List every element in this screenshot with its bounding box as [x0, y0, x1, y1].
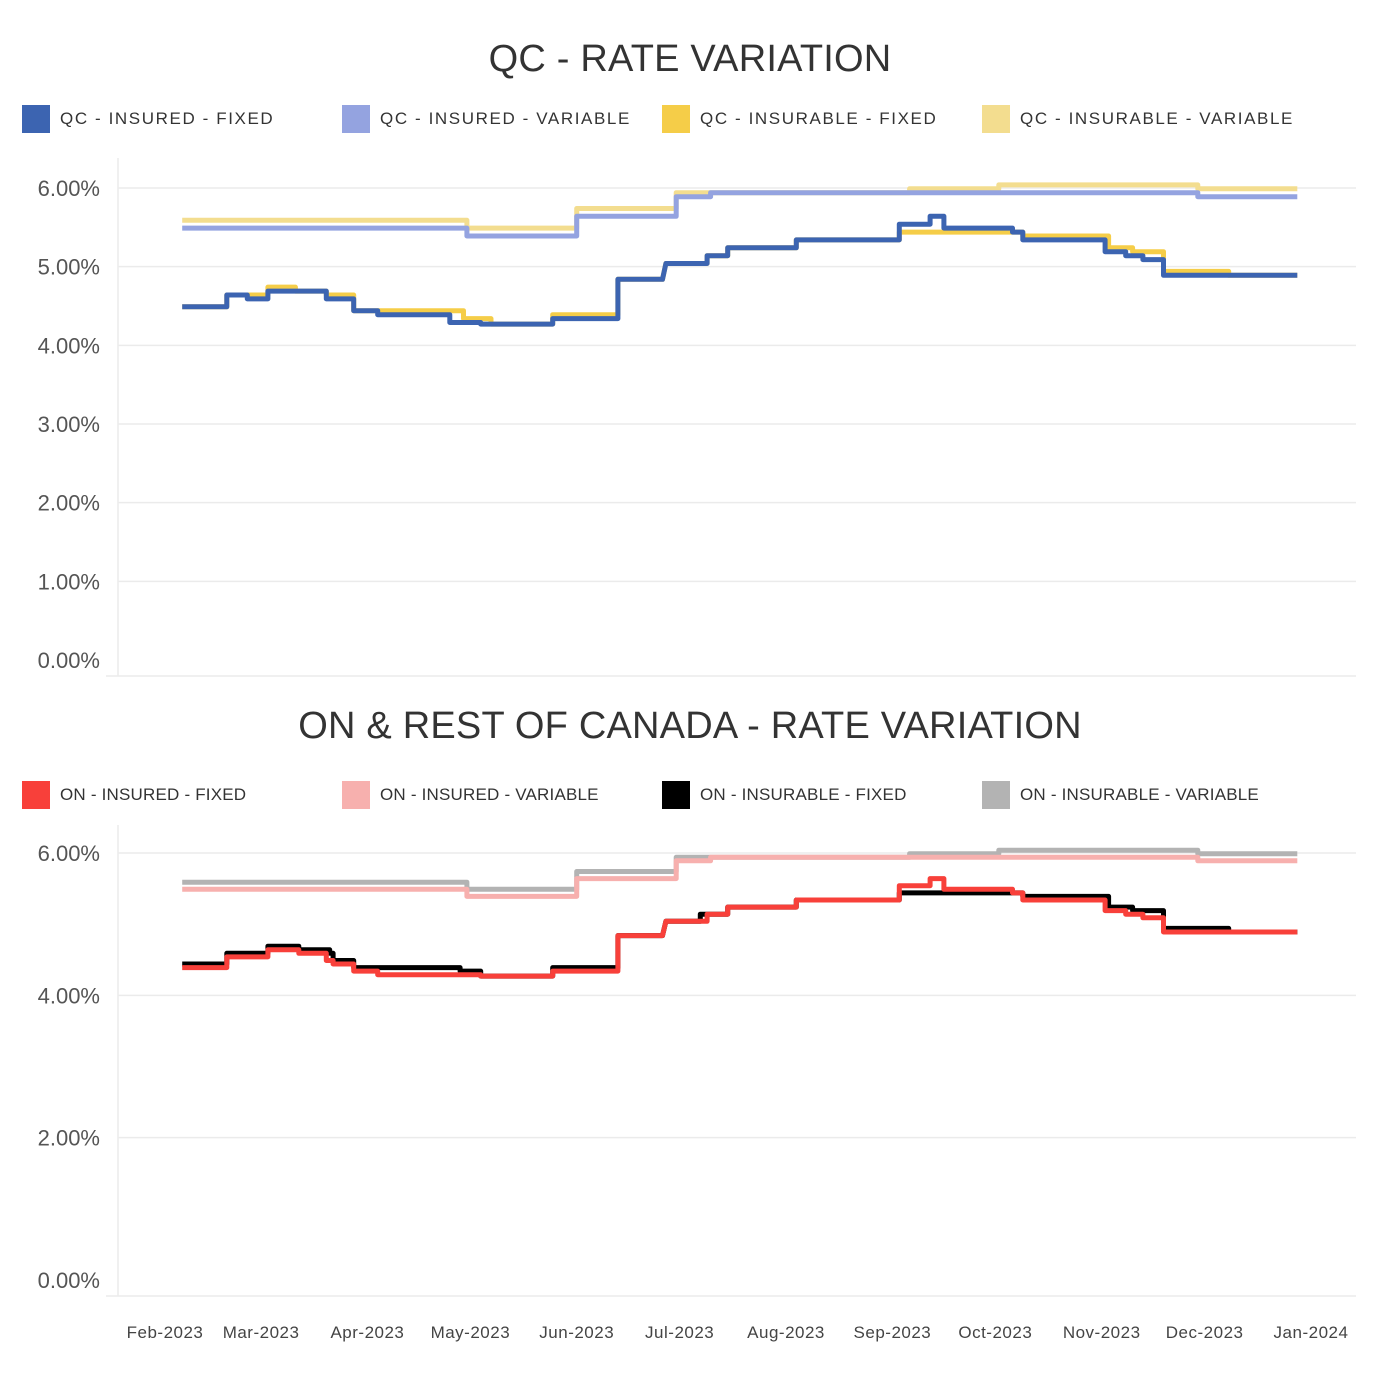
series-line: [182, 213, 1298, 327]
y-tick-label: 3.00%: [38, 412, 100, 437]
y-tick-label: 6.00%: [38, 841, 100, 866]
legend-swatch: [22, 781, 50, 809]
x-tick-label: Feb-2023: [127, 1323, 204, 1342]
x-tick-label: Jan-2024: [1274, 1323, 1349, 1342]
chart-title-on: ON & REST OF CANADA - RATE VARIATION: [298, 705, 1082, 747]
series-line: [182, 190, 1298, 239]
y-tick-label: 6.00%: [38, 176, 100, 201]
legend-qc: QC - INSURED - FIXED QC - INSURED - VARIA…: [22, 104, 1362, 134]
y-tick-label: 4.00%: [38, 983, 100, 1008]
legend-swatch: [662, 781, 690, 809]
legend-swatch: [342, 781, 370, 809]
y-tick-label: 0.00%: [38, 648, 100, 673]
x-tick-label: Nov-2023: [1063, 1323, 1141, 1342]
series-line: [182, 854, 1298, 899]
y-tick-label: 4.00%: [38, 333, 100, 358]
chart-title-qc: QC - RATE VARIATION: [488, 38, 892, 80]
y-tick-label: 1.00%: [38, 569, 100, 594]
series-line: [182, 876, 1298, 979]
legend-item[interactable]: ON - INSURABLE - FIXED: [662, 780, 907, 810]
legend-swatch: [22, 105, 50, 133]
legend-label: ON - INSURABLE - VARIABLE: [1020, 785, 1259, 804]
legend-label: ON - INSURED - FIXED: [60, 785, 247, 804]
x-tick-label: Mar-2023: [223, 1323, 300, 1342]
y-tick-label: 2.00%: [38, 1126, 100, 1151]
x-tick-label: Sep-2023: [854, 1323, 932, 1342]
legend-item[interactable]: ON - INSURED - FIXED: [22, 780, 246, 810]
legend-item[interactable]: QC - INSURED - FIXED: [22, 104, 274, 134]
x-tick-label: Jun-2023: [539, 1323, 614, 1342]
legend-swatch: [982, 781, 1010, 809]
legend-swatch: [662, 105, 690, 133]
legend-on: ON - INSURED - FIXED ON - INSURED - VARIA…: [22, 780, 1362, 810]
legend-item[interactable]: ON - INSURABLE - VARIABLE: [982, 780, 1259, 810]
legend-item[interactable]: QC - INSURED - VARIABLE: [342, 104, 631, 134]
legend-label: QC - INSURED - VARIABLE: [380, 109, 631, 128]
legend-label: ON - INSURABLE - FIXED: [700, 785, 907, 804]
x-tick-label: Dec-2023: [1166, 1323, 1244, 1342]
y-tick-label: 2.00%: [38, 491, 100, 516]
legend-label: QC - INSURABLE - VARIABLE: [1020, 109, 1294, 128]
legend-item[interactable]: ON - INSURED - VARIABLE: [342, 780, 599, 810]
x-tick-label: Jul-2023: [645, 1323, 714, 1342]
x-tick-label: Apr-2023: [330, 1323, 404, 1342]
legend-label: QC - INSURABLE - FIXED: [700, 109, 938, 128]
y-tick-label: 5.00%: [38, 255, 100, 280]
legend-item[interactable]: QC - INSURABLE - VARIABLE: [982, 104, 1294, 134]
x-tick-label: Oct-2023: [958, 1323, 1032, 1342]
y-tick-label: 0.00%: [38, 1268, 100, 1293]
legend-swatch: [342, 105, 370, 133]
x-tick-label: May-2023: [431, 1323, 511, 1342]
x-tick-label: Aug-2023: [747, 1323, 825, 1342]
legend-label: ON - INSURED - VARIABLE: [380, 785, 599, 804]
legend-label: QC - INSURED - FIXED: [60, 109, 275, 128]
legend-item[interactable]: QC - INSURABLE - FIXED: [662, 104, 937, 134]
legend-swatch: [982, 105, 1010, 133]
